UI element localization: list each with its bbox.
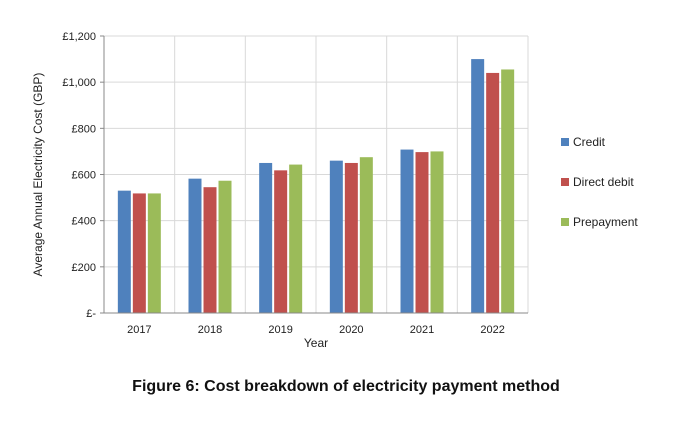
x-axis-title: Year (304, 336, 328, 350)
x-tick-label: 2019 (268, 324, 292, 336)
y-tick-label: £400 (72, 216, 96, 228)
bar-direct-debit-2020 (344, 162, 358, 313)
legend: Credit Direct debit Prepayment (561, 135, 638, 229)
y-tick-label: £- (86, 308, 96, 320)
legend-swatch (561, 138, 569, 146)
bar-credit-2017 (117, 190, 131, 313)
bar-prepayment-2018 (218, 180, 232, 313)
bar-prepayment-2021 (430, 151, 444, 313)
bar-prepayment-2022 (501, 69, 515, 314)
bar-direct-debit-2022 (486, 72, 500, 313)
grid-lines (103, 35, 529, 314)
bar-chart: £-£200£400£600£800£1,000£1,200 2017 2018 2… (31, 31, 638, 350)
y-tick-label: £1,000 (62, 77, 96, 89)
y-axis-title: Average Annual Electricity Cost (GBP) (31, 73, 45, 277)
bar-credit-2019 (259, 162, 273, 313)
legend-swatch (561, 218, 569, 226)
y-tick-label: £1,200 (62, 31, 96, 43)
axes (103, 36, 528, 314)
bar-credit-2021 (400, 149, 414, 313)
x-axis-ticks: 2017 2018 2019 2020 2021 2022 (127, 324, 505, 336)
y-axis-ticks: £- £200 £400 £600 £800 £1,000 £1,200 (62, 31, 104, 320)
x-tick-label: 2020 (339, 324, 363, 336)
bar-direct-debit-2021 (415, 152, 429, 313)
y-tick-label: £600 (72, 170, 96, 182)
legend-swatch (561, 178, 569, 186)
bar-prepayment-2019 (289, 164, 303, 313)
bar-credit-2018 (188, 178, 202, 313)
bar-credit-2022 (471, 59, 485, 314)
x-tick-label: 2018 (198, 324, 222, 336)
bar-direct-debit-2019 (274, 170, 288, 313)
figure-caption: Figure 6: Cost breakdown of electricity … (132, 378, 560, 395)
bar-direct-debit-2018 (203, 187, 217, 313)
legend-label: Prepayment (573, 215, 638, 229)
y-tick-label: £200 (72, 262, 96, 274)
bar-credit-2020 (329, 160, 343, 313)
bar-direct-debit-2017 (132, 193, 146, 313)
y-tick-label: £800 (72, 123, 96, 135)
legend-label: Credit (573, 135, 606, 149)
x-tick-label: 2022 (480, 324, 504, 336)
x-tick-label: 2017 (127, 324, 151, 336)
x-tick-label: 2021 (410, 324, 434, 336)
bars (117, 59, 515, 314)
legend-label: Direct debit (573, 175, 634, 189)
bar-prepayment-2020 (359, 157, 373, 313)
bar-prepayment-2017 (147, 193, 161, 313)
